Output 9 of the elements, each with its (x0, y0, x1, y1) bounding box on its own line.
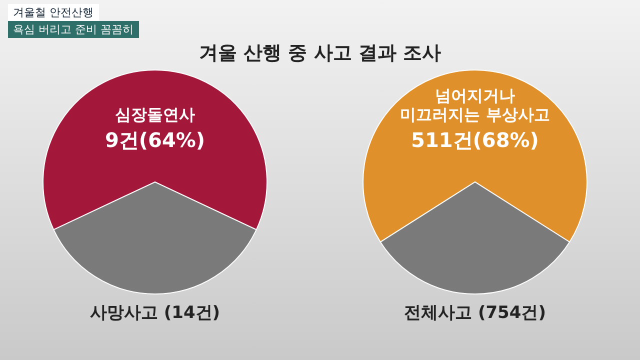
text: 사망사고 (14건) (90, 303, 220, 323)
data-label: 511건(68%) (411, 128, 539, 152)
slice-label: 넘어지거나 미끄러지는 부상사고 (400, 86, 550, 124)
text: 전체사고 (754건) (404, 303, 546, 323)
text: 겨울 산행 중 사고 결과 조사 (198, 41, 442, 66)
data-label: 9건(64%) (104, 128, 206, 152)
text: 욕심 버리고 준비 꼼꼼히 (8, 21, 138, 38)
slice-label: 심장돌연사 (115, 105, 195, 124)
text: 겨울철 안전산행 (8, 4, 98, 21)
